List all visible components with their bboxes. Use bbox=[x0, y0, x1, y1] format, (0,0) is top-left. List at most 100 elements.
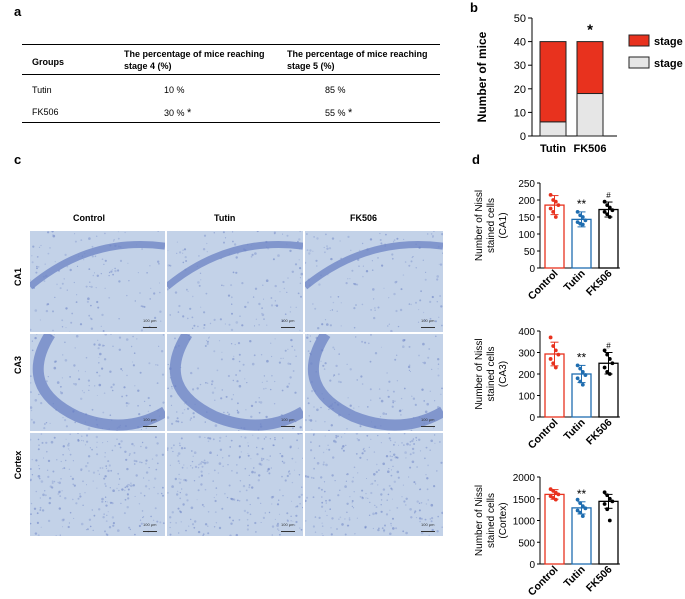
data-point bbox=[548, 335, 553, 340]
table-row-fk506-stage4: 30 % * bbox=[164, 107, 191, 119]
x-tick-label: Tutin bbox=[540, 143, 566, 155]
micrograph-cortex-tutin: 100 μm bbox=[167, 433, 303, 536]
tissue-texture bbox=[305, 334, 443, 431]
data-point bbox=[556, 203, 561, 207]
scale-bar-label: 100 μm bbox=[421, 522, 435, 527]
y-tick-label: 500 bbox=[518, 538, 535, 549]
y-tick-label: 0 bbox=[529, 560, 535, 571]
table-top-rule bbox=[22, 44, 440, 45]
y-tick-label: 2000 bbox=[513, 473, 536, 484]
data-point bbox=[575, 497, 580, 502]
data-point bbox=[602, 490, 607, 495]
scale-bar-label: 100 μm bbox=[281, 522, 295, 527]
scale-bar: 100 μm bbox=[281, 318, 297, 328]
scale-bar-label: 100 μm bbox=[143, 522, 157, 527]
x-tick-label: FK506 bbox=[584, 268, 615, 299]
panel-label-b: b bbox=[470, 0, 478, 15]
pyramidal-layer bbox=[307, 334, 443, 431]
scale-bar: 100 μm bbox=[281, 417, 297, 427]
data-point bbox=[556, 352, 561, 357]
data-point bbox=[553, 348, 558, 353]
micrograph-column-header-fk506: FK506 bbox=[350, 213, 378, 223]
scale-bar-line bbox=[281, 327, 295, 328]
significance-marker: ** bbox=[577, 350, 587, 364]
panel-label-c: c bbox=[14, 152, 22, 167]
y-axis-title-line: Number of Nissl bbox=[474, 190, 485, 261]
data-point bbox=[548, 193, 553, 197]
data-point bbox=[607, 215, 612, 219]
y-tick-label: 30 bbox=[514, 60, 526, 72]
significance-marker: * bbox=[348, 107, 353, 119]
data-point bbox=[553, 199, 558, 204]
y-tick-label: 40 bbox=[514, 37, 526, 49]
data-point bbox=[607, 518, 612, 523]
data-point bbox=[575, 508, 580, 513]
scale-bar-line bbox=[143, 327, 157, 328]
bar-segment-stage-5 bbox=[539, 41, 567, 123]
y-tick-label: 20 bbox=[514, 84, 526, 96]
tissue-texture bbox=[305, 433, 443, 536]
y-axis-title-line: Number of Nissl bbox=[474, 338, 485, 409]
pyramidal-layer bbox=[169, 334, 303, 431]
y-tick-label: 150 bbox=[518, 213, 535, 224]
micrograph-cortex-control: 100 μm bbox=[30, 433, 165, 536]
data-point bbox=[578, 366, 583, 371]
data-point bbox=[580, 382, 585, 387]
data-point bbox=[580, 514, 585, 519]
y-axis-title-line: (CA1) bbox=[498, 212, 509, 238]
data-point bbox=[605, 212, 610, 217]
tissue-texture bbox=[167, 433, 303, 536]
bar-segment-stage-0-4 bbox=[539, 121, 567, 137]
micrograph-row-label-ca1: CA1 bbox=[13, 268, 23, 287]
legend-swatch bbox=[628, 34, 650, 47]
y-axis-title-line: stained cells bbox=[486, 346, 497, 401]
stage5-value: 55 % bbox=[325, 108, 346, 118]
data-point bbox=[602, 210, 607, 214]
legend-label: stage 5 bbox=[654, 36, 685, 48]
scale-bar: 100 μm bbox=[143, 417, 159, 427]
tissue-texture bbox=[30, 433, 165, 536]
data-point bbox=[575, 210, 580, 214]
micrograph-ca1-fk506: 100 μm bbox=[305, 231, 443, 332]
micrograph-cortex-fk506: 100 μm bbox=[305, 433, 443, 536]
y-tick-label: 100 bbox=[518, 230, 535, 241]
data-point bbox=[602, 502, 607, 506]
data-point bbox=[605, 369, 610, 374]
significance-marker: ** bbox=[577, 197, 587, 211]
micrograph-ca3-control: 100 μm bbox=[30, 334, 165, 431]
data-point bbox=[548, 357, 553, 361]
tissue-texture bbox=[30, 334, 165, 431]
table-header-rule bbox=[22, 74, 440, 75]
data-point bbox=[605, 352, 610, 357]
scale-bar-line bbox=[421, 327, 435, 328]
scale-bar-label: 100 μm bbox=[143, 318, 157, 323]
bar-chart-nissl-cortex: 0 500 1000 1500 2000 Number of Nissl stained c… bbox=[474, 473, 620, 599]
y-tick-label: 200 bbox=[518, 370, 535, 381]
data-point bbox=[605, 507, 610, 512]
y-tick-label: 100 bbox=[518, 392, 535, 403]
y-tick-label: 1500 bbox=[513, 495, 536, 506]
data-point bbox=[607, 496, 612, 501]
data-point bbox=[610, 361, 615, 366]
data-point bbox=[578, 510, 583, 515]
data-point bbox=[610, 208, 615, 213]
scale-bar-line bbox=[143, 531, 157, 532]
data-point bbox=[553, 365, 558, 370]
table-header-stage5: The percentage of mice reaching stage 5 … bbox=[287, 49, 428, 71]
data-point bbox=[551, 361, 556, 366]
pyramidal-layer bbox=[30, 240, 165, 290]
scale-bar-line bbox=[143, 426, 157, 427]
pyramidal-layer bbox=[167, 240, 303, 290]
data-point bbox=[551, 344, 556, 348]
scale-bar-label: 100 μm bbox=[281, 417, 295, 422]
significance-marker: ** bbox=[577, 487, 587, 501]
data-point bbox=[553, 215, 558, 219]
significance-marker: * bbox=[587, 22, 593, 39]
table-row-fk506-group: FK506 bbox=[32, 107, 59, 117]
y-axis-title-line: stained cells bbox=[486, 493, 497, 548]
y-axis-title-line: (CA3) bbox=[498, 361, 509, 387]
data-point bbox=[607, 372, 612, 376]
data-point bbox=[551, 210, 556, 214]
scale-bar: 100 μm bbox=[281, 522, 297, 532]
panel-label-d: d bbox=[472, 152, 480, 167]
